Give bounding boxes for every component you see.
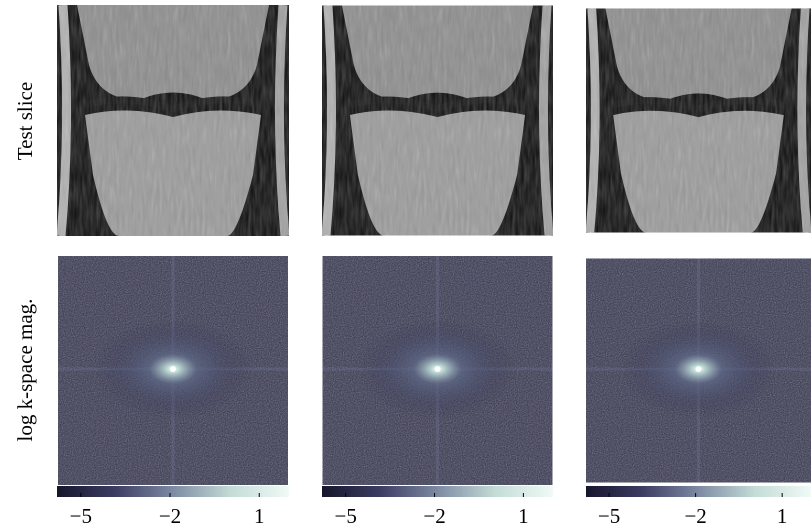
kspace-image (58, 256, 288, 485)
row-label: Test slice (13, 82, 37, 160)
colorbar-tick-label: −2 (159, 504, 181, 527)
mri-image (586, 8, 811, 232)
kspace-image (586, 258, 811, 482)
colorbar-tick-label: 1 (254, 504, 265, 527)
colorbar-tick-label: −5 (70, 504, 92, 527)
colorbar (586, 486, 811, 497)
colorbar-tick-label: 1 (777, 504, 788, 527)
mri-image (322, 5, 553, 235)
colorbar (322, 486, 553, 497)
colorbar-tick-label: −5 (598, 504, 620, 527)
colorbar-tick-label: −2 (423, 504, 445, 527)
colorbar-tick-label: −2 (684, 504, 706, 527)
colorbar-tick-label: 1 (518, 504, 529, 527)
kspace-image (323, 256, 553, 485)
colorbar-tick-label: −5 (335, 504, 357, 527)
row-label: log k-space mag. (13, 299, 37, 442)
colorbar (57, 486, 289, 497)
mri-image (57, 5, 289, 236)
